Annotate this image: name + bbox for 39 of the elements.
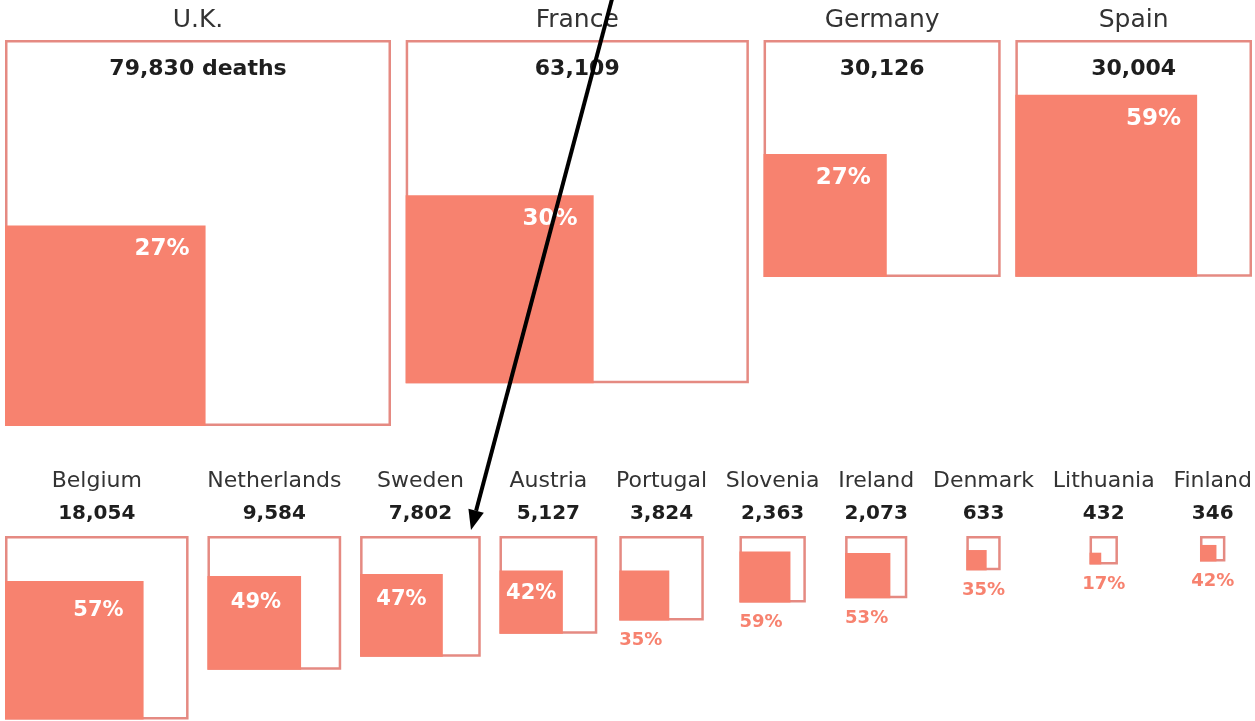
data-label: 59%	[739, 609, 783, 631]
category-label: Belgium	[51, 466, 142, 492]
category-label: Finland	[1173, 466, 1253, 492]
data-label: 42%	[506, 580, 557, 605]
data-label: 59%	[1126, 103, 1182, 130]
data-label: 30,004	[1091, 54, 1177, 80]
data-label: 35%	[619, 627, 663, 649]
data-label: 47%	[376, 585, 427, 610]
data-label: 7,802	[388, 500, 453, 524]
category-label: Austria	[509, 466, 588, 492]
data-label: 2,363	[741, 500, 805, 524]
data-label: 49%	[230, 589, 282, 614]
data-label: 633	[962, 500, 1005, 524]
data-label: 30,126	[839, 54, 925, 80]
data-label: 17%	[1082, 571, 1126, 593]
data-label: 9,584	[242, 500, 306, 524]
category-label: Spain	[1098, 3, 1169, 33]
category-label: Sweden	[376, 466, 464, 492]
data-label: 5,127	[516, 500, 581, 524]
category-label: Lithuania	[1052, 466, 1155, 492]
data-label: 3,824	[629, 500, 694, 524]
data-label: 53%	[845, 605, 889, 627]
category-label: Ireland	[838, 466, 915, 492]
data-label: 2,073	[844, 500, 908, 524]
data-label: 27%	[134, 234, 190, 261]
data-label: 57%	[73, 596, 124, 621]
category-label: Germany	[824, 3, 940, 33]
data-label: 27%	[815, 162, 871, 189]
category-label: Portugal	[615, 466, 708, 492]
data-label: 346	[1191, 500, 1234, 524]
data-label: 79,830 deaths	[109, 54, 287, 80]
data-label: 42%	[1191, 568, 1235, 590]
category-label: Netherlands	[207, 466, 342, 492]
data-label: 432	[1082, 500, 1125, 524]
category-label: U.K.	[172, 3, 224, 33]
category-label: Slovenia	[725, 466, 820, 492]
category-label: Denmark	[932, 466, 1035, 492]
data-label: 35%	[961, 577, 1006, 599]
data-label: 18,054	[58, 500, 136, 524]
